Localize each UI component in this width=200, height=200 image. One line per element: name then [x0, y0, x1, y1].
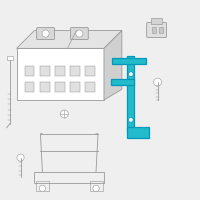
- Bar: [55, 66, 65, 76]
- Bar: [85, 82, 95, 92]
- Bar: [127, 127, 149, 138]
- Circle shape: [39, 185, 46, 192]
- Bar: [7, 56, 13, 60]
- Bar: [25, 82, 34, 92]
- Bar: [17, 48, 104, 100]
- Bar: [70, 66, 80, 76]
- Circle shape: [60, 110, 68, 118]
- Bar: [112, 58, 146, 64]
- Bar: [34, 171, 104, 183]
- Circle shape: [128, 72, 133, 77]
- Bar: [40, 66, 50, 76]
- Bar: [25, 66, 34, 76]
- Circle shape: [154, 78, 162, 86]
- Bar: [151, 18, 162, 24]
- Circle shape: [128, 117, 133, 122]
- Bar: [159, 27, 163, 33]
- Bar: [85, 66, 95, 76]
- Circle shape: [76, 30, 83, 37]
- Bar: [36, 181, 49, 191]
- Circle shape: [42, 30, 49, 37]
- Bar: [111, 79, 134, 85]
- Bar: [55, 82, 65, 92]
- FancyBboxPatch shape: [70, 28, 88, 40]
- Bar: [70, 82, 80, 92]
- Bar: [127, 56, 134, 132]
- FancyBboxPatch shape: [37, 28, 55, 40]
- Bar: [40, 82, 50, 92]
- Bar: [90, 181, 103, 191]
- Circle shape: [93, 185, 99, 192]
- Circle shape: [17, 154, 24, 161]
- Polygon shape: [17, 30, 122, 48]
- FancyBboxPatch shape: [147, 23, 167, 37]
- Bar: [152, 27, 156, 33]
- Polygon shape: [104, 30, 122, 100]
